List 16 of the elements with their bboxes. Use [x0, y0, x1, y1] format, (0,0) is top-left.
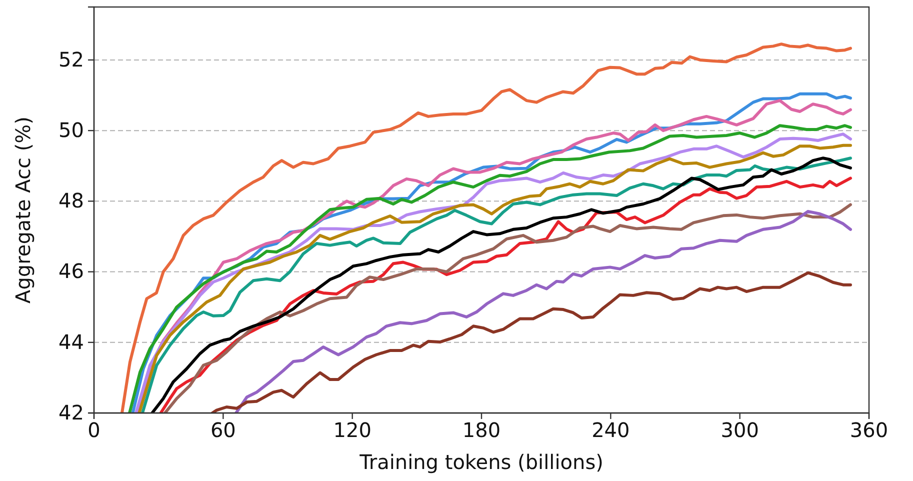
y-axis-title: Aggregate Acc (%) [11, 116, 35, 304]
y-tick-label: 52 [58, 47, 84, 72]
y-tick-label: 44 [58, 330, 84, 354]
x-tick-label: 60 [210, 418, 236, 442]
line-series [210, 271, 852, 413]
y-tick-label: 46 [58, 259, 84, 284]
y-tick-label: 42 [58, 400, 84, 424]
y-tick-label: 50 [58, 118, 84, 142]
x-tick-label: 240 [592, 418, 630, 442]
x-tick-label: 0 [88, 418, 100, 442]
x-tick-label: 180 [462, 418, 501, 442]
x-tick-label: 360 [850, 418, 888, 442]
x-tick-label: 300 [720, 418, 759, 442]
x-axis-title: Training tokens (billions) [358, 450, 604, 474]
y-tick-label: 48 [58, 188, 84, 213]
x-tick-label: 120 [333, 418, 372, 442]
